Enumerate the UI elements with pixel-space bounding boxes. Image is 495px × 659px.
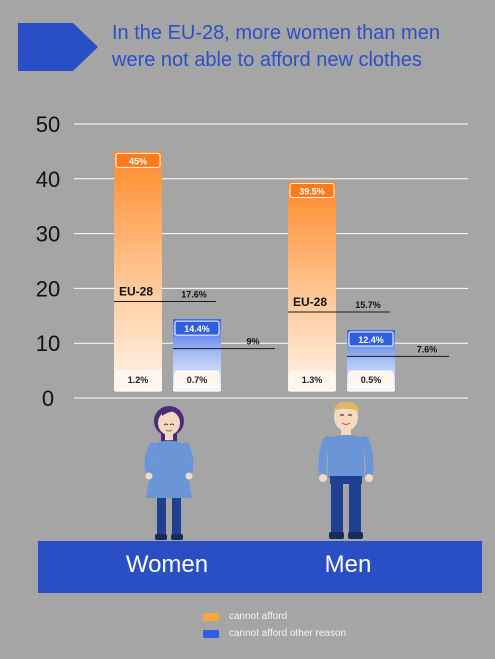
value-label: 45% bbox=[129, 156, 147, 166]
min-label-box bbox=[174, 370, 220, 389]
bar-cannot-afford bbox=[288, 181, 336, 391]
min-label-box bbox=[348, 370, 394, 389]
legend-item-other-reason: cannot afford other reason bbox=[203, 625, 346, 642]
eu-average-label: 15.7% bbox=[355, 300, 381, 310]
value-label: 14.4% bbox=[184, 324, 210, 334]
man-figure-icon bbox=[318, 401, 374, 539]
value-label: 39.5% bbox=[299, 187, 325, 197]
legend-item-cannot-afford: cannot afford bbox=[203, 608, 346, 625]
min-label-box bbox=[289, 370, 335, 389]
woman-figure-icon bbox=[144, 406, 194, 540]
y-tick-label: 50 bbox=[36, 112, 60, 137]
title-arrow-icon bbox=[18, 23, 98, 71]
legend-swatch-orange bbox=[203, 612, 219, 621]
category-label-men: Men bbox=[324, 551, 372, 578]
eu-label: EU-28 bbox=[119, 285, 153, 299]
min-label: 1.2% bbox=[128, 375, 149, 385]
min-label-box bbox=[115, 370, 161, 389]
eu-average-label: 9% bbox=[246, 337, 259, 347]
y-tick-label: 0 bbox=[42, 386, 54, 411]
value-label-box bbox=[289, 183, 335, 199]
bar-cannot-afford bbox=[114, 151, 162, 391]
category-label-women: Women bbox=[125, 551, 209, 578]
legend: cannot afford cannot afford other reason bbox=[203, 608, 346, 642]
y-tick-label: 30 bbox=[36, 222, 60, 247]
value-label-box bbox=[174, 320, 220, 336]
y-tick-label: 20 bbox=[36, 276, 60, 301]
legend-label: cannot afford other reason bbox=[229, 628, 347, 639]
value-label: 12.4% bbox=[358, 335, 384, 345]
min-label: 1.3% bbox=[302, 375, 323, 385]
category-band bbox=[38, 541, 482, 593]
legend-swatch-blue bbox=[203, 629, 219, 638]
legend-label: cannot afford bbox=[229, 611, 288, 622]
min-label: 0.7% bbox=[187, 375, 208, 385]
y-tick-label: 40 bbox=[36, 167, 60, 192]
value-label-box bbox=[115, 152, 161, 168]
eu-average-label: 17.6% bbox=[181, 290, 207, 300]
value-label-box bbox=[348, 331, 394, 347]
bar-chart: 0 10 20 30 40 50 45% 1.2% 17.6% EU-28 14.4% 0.7% 9% 3… bbox=[36, 112, 468, 411]
eu-average-label: 7.6% bbox=[417, 344, 438, 354]
eu-label: EU-28 bbox=[293, 295, 327, 309]
y-tick-label: 10 bbox=[36, 331, 60, 356]
min-label: 0.5% bbox=[361, 375, 382, 385]
chart-title: In the EU-28, more women than men were n… bbox=[112, 22, 440, 71]
